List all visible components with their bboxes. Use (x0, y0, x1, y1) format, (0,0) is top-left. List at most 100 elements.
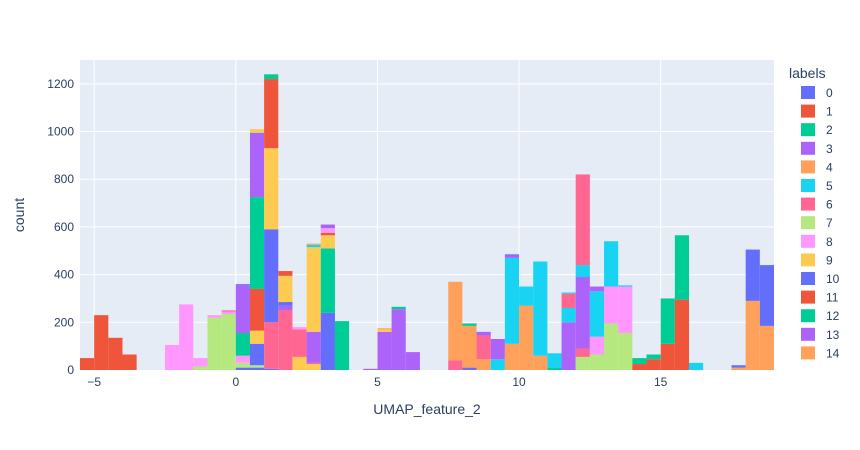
legend-swatch (801, 327, 815, 341)
bar-segment-label-12 (462, 323, 477, 326)
legend-label: 13 (826, 328, 840, 342)
bar-segment-label-3 (504, 255, 520, 258)
bar-segment-label-4 (377, 328, 392, 330)
legend-item-0[interactable]: 0 (801, 86, 833, 100)
bar-segment-label-9 (320, 235, 335, 249)
legend-item-7[interactable]: 7 (801, 216, 833, 230)
bar-segment-label-12 (391, 306, 406, 310)
legend-item-12[interactable]: 12 (801, 309, 840, 323)
legend-label: 14 (826, 346, 840, 360)
legend-item-2[interactable]: 2 (801, 123, 833, 137)
bar-segment-label-6 (221, 310, 236, 312)
legend-item-8[interactable]: 8 (801, 234, 833, 249)
bar-segment-label-4 (462, 325, 477, 368)
bar-segment-label-3 (589, 286, 605, 292)
bar-segment-label-10 (731, 365, 746, 368)
bar-segment-label-9 (278, 275, 293, 303)
bar-segment-label-9 (292, 356, 307, 370)
y-axis-title: count (11, 198, 27, 232)
legend-swatch (801, 290, 815, 304)
bar-segment-label-1 (94, 315, 109, 370)
legend-label: 6 (826, 198, 833, 212)
bar-segment-label-10 (264, 368, 279, 370)
bar-segment-label-1 (646, 359, 661, 370)
legend-item-13[interactable]: 13 (801, 327, 840, 342)
bar-segment-label-4 (745, 300, 760, 370)
bar-segment-label-3 (405, 352, 420, 370)
bar-segment-label-8 (164, 344, 180, 370)
bar-segment-label-7 (589, 354, 605, 370)
legend-label: 12 (826, 309, 840, 323)
legend-label: 3 (826, 142, 833, 156)
bar-segment-label-9 (249, 330, 265, 344)
legend-item-4[interactable]: 4 (801, 160, 833, 174)
y-axis-ticks: 0 200 400 600 800 1000 1200 (47, 77, 74, 377)
bar-segment-label-0 (249, 367, 265, 370)
bar-segment-label-4 (519, 305, 534, 370)
x-axis-title: UMAP_feature_2 (373, 401, 481, 417)
y-tick-label: 1200 (47, 77, 74, 91)
bar-segment-label-3 (278, 305, 293, 311)
bar-segment-label-0 (235, 284, 250, 286)
bar-segment-label-1 (264, 79, 279, 149)
legend-swatch (801, 309, 815, 323)
bar-segment-label-9 (306, 364, 321, 370)
bar-segment-label-6 (575, 348, 590, 357)
bar-segment-label-12 (235, 333, 250, 356)
bar-segment-label-3 (320, 224, 335, 229)
legend-swatch (801, 253, 815, 267)
bar-segment-label-4 (731, 367, 746, 370)
legend-item-6[interactable]: 6 (801, 197, 833, 212)
legend-swatch (801, 272, 815, 285)
bar-segment-label-0 (462, 367, 477, 370)
y-tick-label: 1000 (47, 125, 74, 139)
legend-label: 10 (826, 272, 840, 286)
bar-segment-label-1 (80, 358, 95, 370)
bar-segment-label-10 (320, 312, 335, 370)
bar-segment-label-4 (306, 243, 321, 245)
bar-segment-label-6 (476, 335, 491, 360)
bar-segment-label-10 (249, 343, 265, 366)
bar-segment-label-5 (561, 308, 576, 323)
bar-segment-label-12 (249, 197, 265, 289)
bar-segment-label-6 (575, 174, 590, 266)
legend-label: 11 (826, 291, 839, 305)
bar-segment-label-7 (193, 366, 208, 370)
legend-item-11[interactable]: 11 (801, 290, 839, 305)
bar-segment-label-5 (604, 241, 619, 287)
legend-label: 8 (826, 235, 833, 249)
bar-segment-label-2 (264, 74, 279, 80)
x-tick-label: −5 (87, 375, 101, 389)
legend-item-10[interactable]: 10 (801, 272, 840, 286)
y-tick-label: 0 (67, 363, 74, 377)
legend-item-3[interactable]: 3 (801, 141, 833, 156)
bar-segment-label-3 (235, 285, 250, 334)
legend-item-1[interactable]: 1 (801, 104, 833, 119)
bar-segment-label-3 (561, 322, 576, 370)
y-tick-label: 200 (54, 315, 74, 329)
bar-segment-label-12 (334, 321, 350, 370)
bar-segment-label-3 (490, 339, 505, 360)
bar-segment-label-12 (547, 367, 562, 370)
bar-segment-label-8 (292, 327, 307, 330)
legend-item-14[interactable]: 14 (801, 346, 840, 360)
bar-segment-label-5 (589, 291, 605, 337)
bar-segment-label-6 (448, 360, 463, 370)
x-tick-label: 15 (654, 375, 668, 389)
legend-swatch (801, 104, 815, 118)
bar-segment-label-5 (533, 261, 548, 356)
legend-title: labels (789, 65, 826, 81)
legend-item-5[interactable]: 5 (801, 179, 833, 193)
bar-segment-label-5 (504, 257, 520, 344)
bar-segment-label-5 (689, 362, 704, 370)
bar-segment-label-7 (221, 313, 236, 370)
bar-segment-label-0 (504, 254, 520, 256)
bars (80, 74, 774, 370)
bar-segment-label-12 (320, 248, 335, 313)
bar-segment-label-6 (264, 322, 279, 369)
bar-segment-label-1 (249, 288, 265, 331)
y-tick-label: 400 (54, 268, 74, 282)
bar-segment-label-7 (249, 365, 265, 368)
legend-item-9[interactable]: 9 (801, 253, 833, 267)
bar-segment-label-7 (618, 333, 633, 370)
